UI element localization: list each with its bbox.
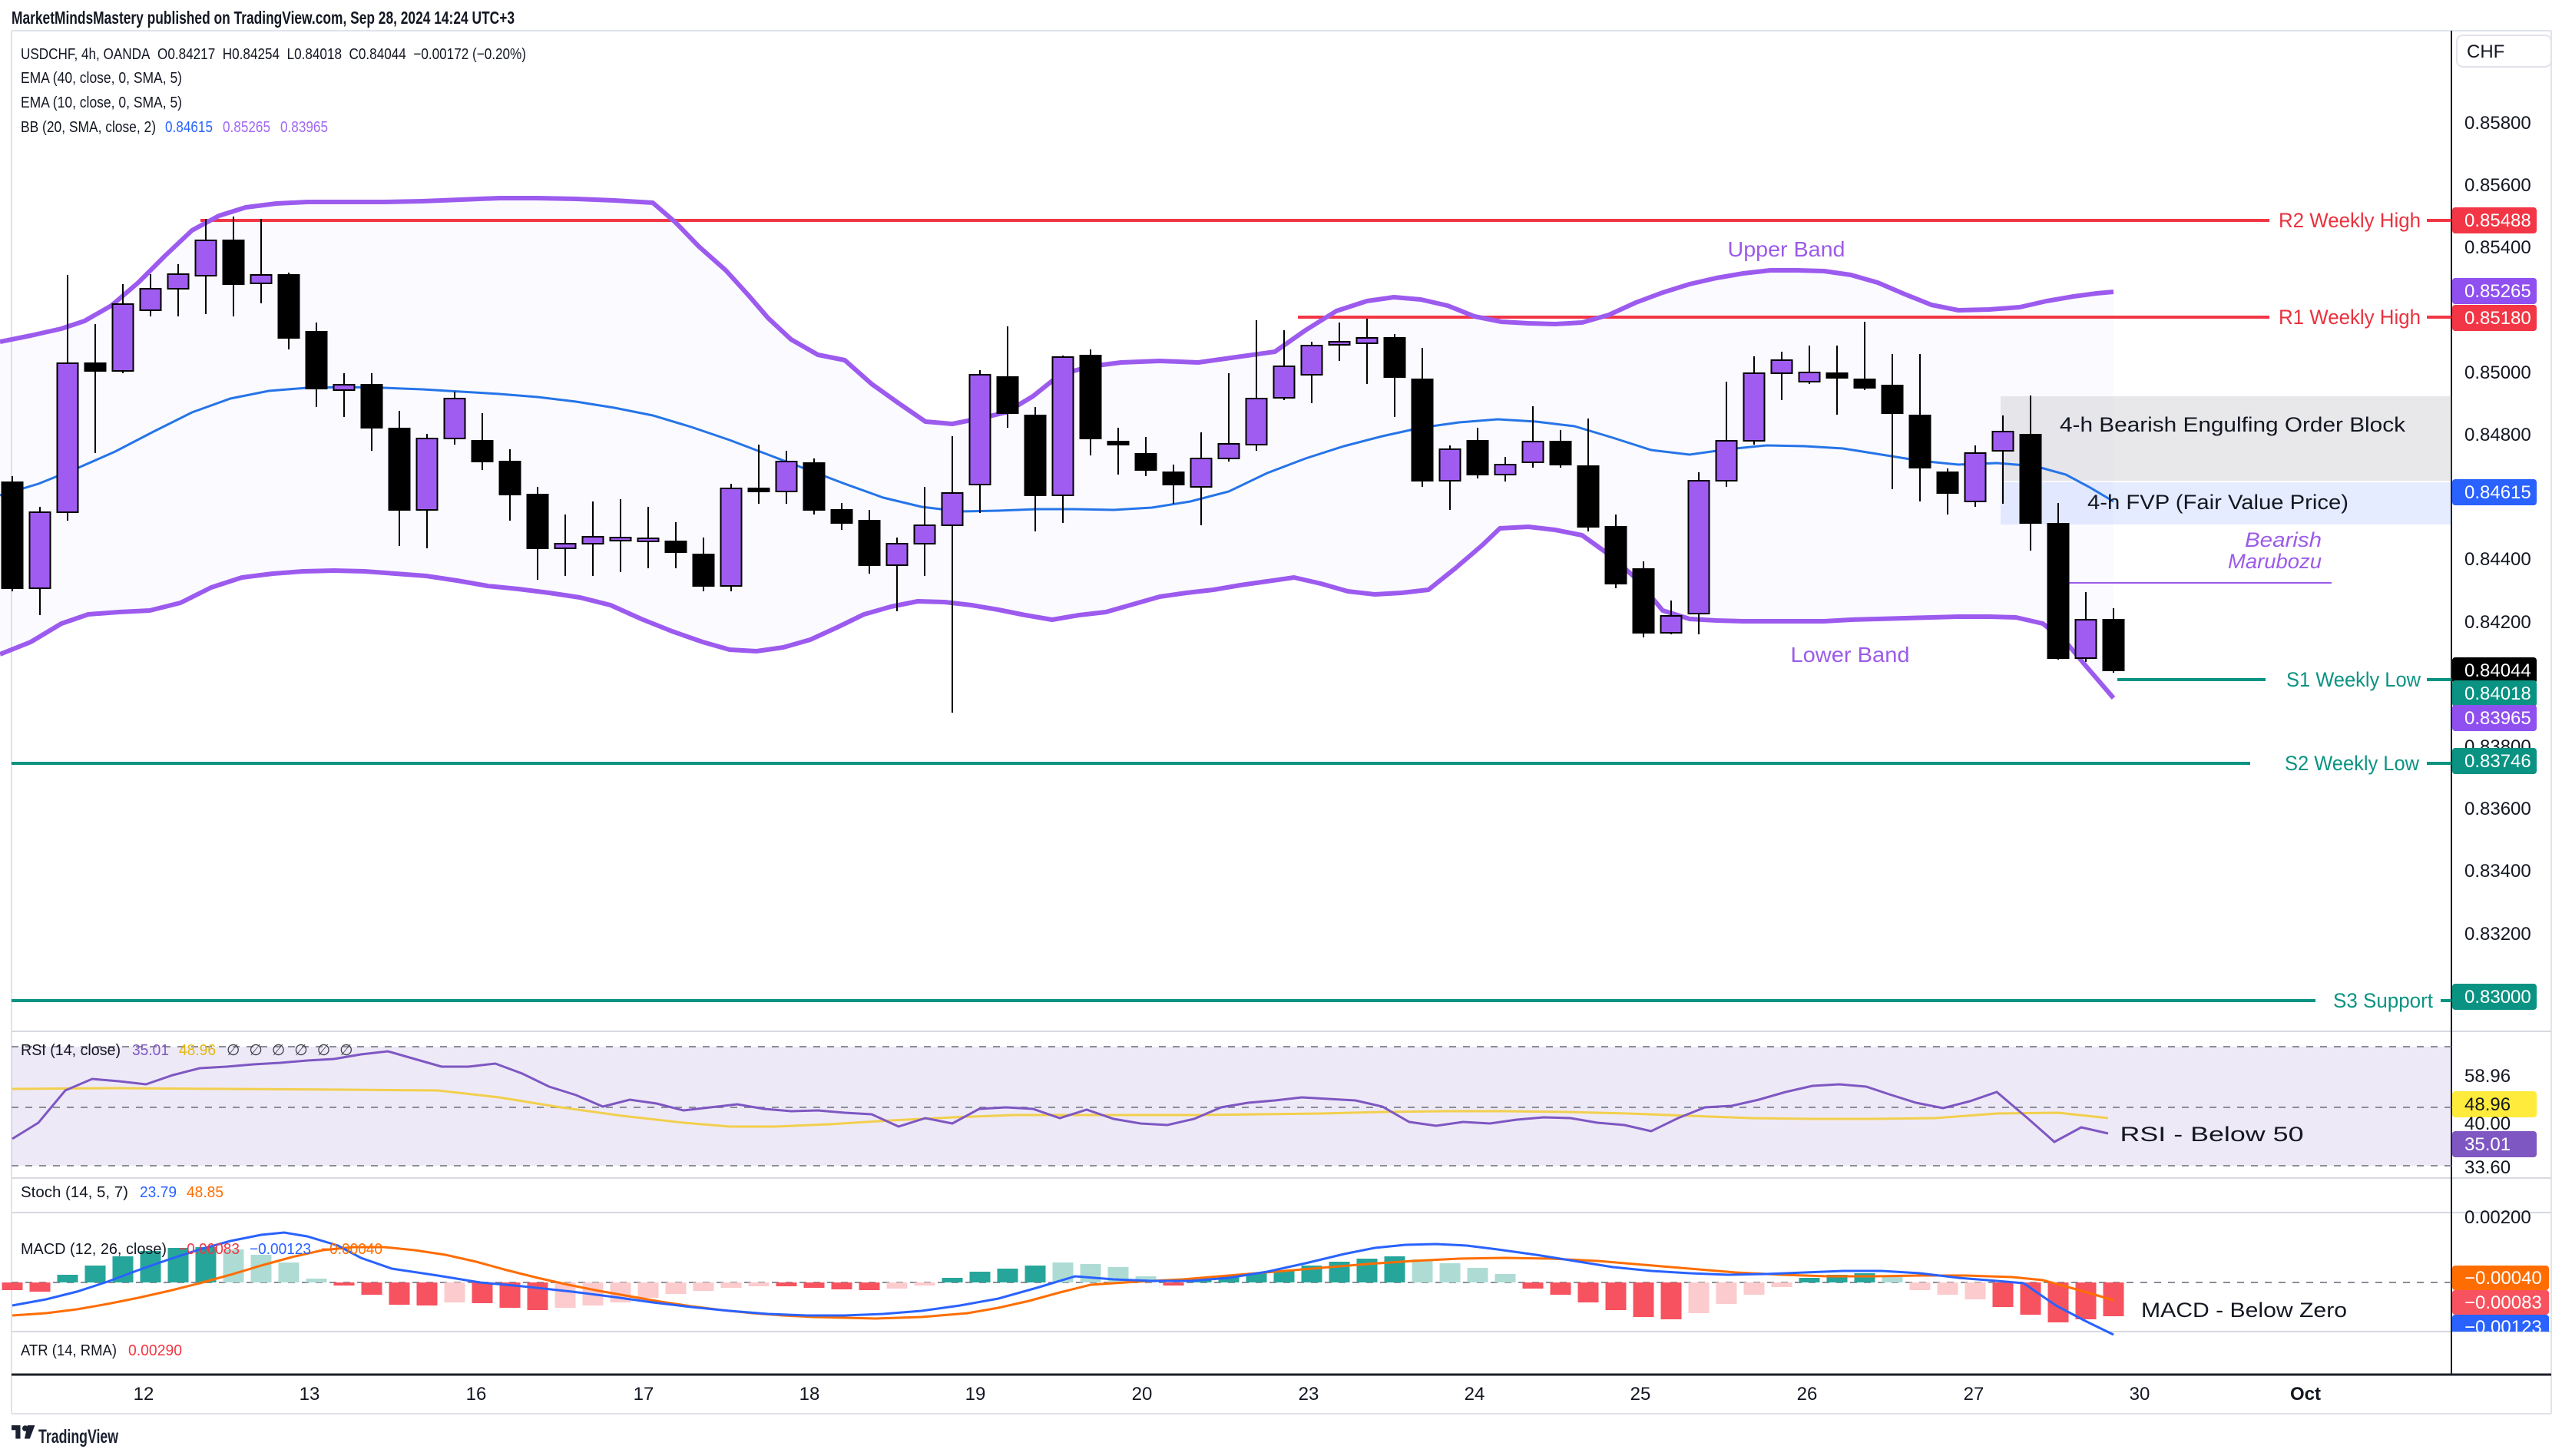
svg-text:18: 18 xyxy=(799,1384,820,1405)
svg-text:0.83000: 0.83000 xyxy=(2464,987,2531,1008)
svg-text:16: 16 xyxy=(466,1384,487,1405)
svg-text:0.00200: 0.00200 xyxy=(2464,1207,2531,1228)
svg-text:−0.00040: −0.00040 xyxy=(321,1241,382,1258)
svg-text:RSI (14, close): RSI (14, close) xyxy=(21,1042,121,1059)
svg-text:EMA (10, close, 0, SMA, 5): EMA (10, close, 0, SMA, 5) xyxy=(21,94,182,111)
svg-text:19: 19 xyxy=(965,1384,986,1405)
svg-text:0.84615: 0.84615 xyxy=(165,119,213,136)
svg-text:12: 12 xyxy=(134,1384,154,1405)
svg-text:0.83746: 0.83746 xyxy=(2464,751,2531,772)
svg-text:4-h Bearish Engulfing Order Bl: 4-h Bearish Engulfing Order Block xyxy=(2060,413,2406,436)
svg-text:35.01: 35.01 xyxy=(132,1042,169,1059)
svg-text:Bearish: Bearish xyxy=(2245,528,2322,551)
svg-text:R1 Weekly High: R1 Weekly High xyxy=(2279,306,2421,329)
svg-text:Marubozu: Marubozu xyxy=(2228,550,2322,573)
svg-text:0.83200: 0.83200 xyxy=(2464,924,2531,945)
svg-text:∅∅∅∅∅∅: ∅∅∅∅∅∅ xyxy=(227,1042,362,1059)
svg-text:35.01: 35.01 xyxy=(2464,1134,2511,1155)
svg-text:MarketMindsMastery published o: MarketMindsMastery published on TradingV… xyxy=(12,8,515,28)
svg-text:26: 26 xyxy=(1797,1384,1818,1405)
svg-text:−0.00083: −0.00083 xyxy=(178,1241,240,1258)
svg-text:S3 Support: S3 Support xyxy=(2333,989,2433,1012)
svg-text:USDCHF, 4h, OANDA O0.84217 H: USDCHF, 4h, OANDA O0.84217 H0.84254 L0.8… xyxy=(21,46,526,63)
svg-text:0.83400: 0.83400 xyxy=(2464,861,2531,882)
svg-text:−0.00123: −0.00123 xyxy=(250,1241,311,1258)
svg-text:25: 25 xyxy=(1630,1384,1651,1405)
svg-text:0.84200: 0.84200 xyxy=(2464,612,2531,633)
svg-text:27: 27 xyxy=(1964,1384,1984,1405)
svg-text:13: 13 xyxy=(300,1384,320,1405)
svg-text:48.96: 48.96 xyxy=(179,1042,216,1059)
svg-text:Oct: Oct xyxy=(2290,1384,2321,1405)
svg-text:33.60: 33.60 xyxy=(2464,1157,2511,1178)
svg-text:Upper Band: Upper Band xyxy=(1728,237,1845,261)
svg-text:−0.00123: −0.00123 xyxy=(2464,1317,2542,1338)
svg-text:0.84018: 0.84018 xyxy=(2464,683,2531,704)
svg-text:0.84615: 0.84615 xyxy=(2464,482,2531,503)
svg-text:48.96: 48.96 xyxy=(2464,1094,2511,1115)
svg-text:Lower Band: Lower Band xyxy=(1791,643,1910,667)
svg-text:BB (20, SMA, close, 2): BB (20, SMA, close, 2) xyxy=(21,119,156,136)
svg-text:R2 Weekly High: R2 Weekly High xyxy=(2279,209,2421,232)
svg-text:20: 20 xyxy=(1132,1384,1153,1405)
svg-text:0.83965: 0.83965 xyxy=(2464,708,2531,729)
svg-text:30: 30 xyxy=(2130,1384,2150,1405)
svg-text:TradingView: TradingView xyxy=(38,1426,118,1448)
svg-text:Stoch (14, 5, 7): Stoch (14, 5, 7) xyxy=(21,1184,128,1201)
svg-text:0.85400: 0.85400 xyxy=(2464,237,2531,258)
svg-text:23.79: 23.79 xyxy=(140,1184,177,1201)
svg-text:40.00: 40.00 xyxy=(2464,1114,2511,1134)
svg-text:0.00290: 0.00290 xyxy=(128,1342,182,1359)
svg-text:0.85600: 0.85600 xyxy=(2464,175,2531,196)
svg-text:0.84400: 0.84400 xyxy=(2464,549,2531,570)
svg-text:−0.00083: −0.00083 xyxy=(2464,1292,2542,1313)
svg-text:0.84044: 0.84044 xyxy=(2464,660,2531,681)
svg-text:0.85000: 0.85000 xyxy=(2464,362,2531,383)
svg-text:MACD (12, 26, close): MACD (12, 26, close) xyxy=(21,1241,167,1258)
svg-text:23: 23 xyxy=(1299,1384,1319,1405)
svg-text:S2 Weekly Low: S2 Weekly Low xyxy=(2285,752,2419,775)
svg-text:0.84800: 0.84800 xyxy=(2464,425,2531,445)
svg-text:MACD - Below Zero: MACD - Below Zero xyxy=(2141,1299,2347,1322)
svg-text:0.85180: 0.85180 xyxy=(2464,308,2531,329)
svg-text:0.85800: 0.85800 xyxy=(2464,113,2531,134)
svg-text:RSI - Below 50: RSI - Below 50 xyxy=(2120,1123,2304,1146)
svg-text:0.85488: 0.85488 xyxy=(2464,210,2531,231)
svg-text:S1 Weekly Low: S1 Weekly Low xyxy=(2286,668,2421,691)
svg-text:CHF: CHF xyxy=(2467,41,2504,62)
svg-text:0.83965: 0.83965 xyxy=(280,119,328,136)
svg-text:−0.00040: −0.00040 xyxy=(2464,1268,2542,1289)
svg-text:0.85265: 0.85265 xyxy=(2464,281,2531,302)
svg-text:24: 24 xyxy=(1465,1384,1485,1405)
svg-text:ATR (14, RMA): ATR (14, RMA) xyxy=(21,1342,117,1359)
svg-text:17: 17 xyxy=(634,1384,654,1405)
svg-text:48.85: 48.85 xyxy=(187,1184,223,1201)
svg-text:EMA (40, close, 0, SMA, 5): EMA (40, close, 0, SMA, 5) xyxy=(21,70,182,87)
svg-text:0.85265: 0.85265 xyxy=(223,119,270,136)
svg-text:4-h FVP (Fair Value Price): 4-h FVP (Fair Value Price) xyxy=(2087,491,2348,514)
svg-text:0.83600: 0.83600 xyxy=(2464,799,2531,819)
svg-text:58.96: 58.96 xyxy=(2464,1066,2511,1087)
